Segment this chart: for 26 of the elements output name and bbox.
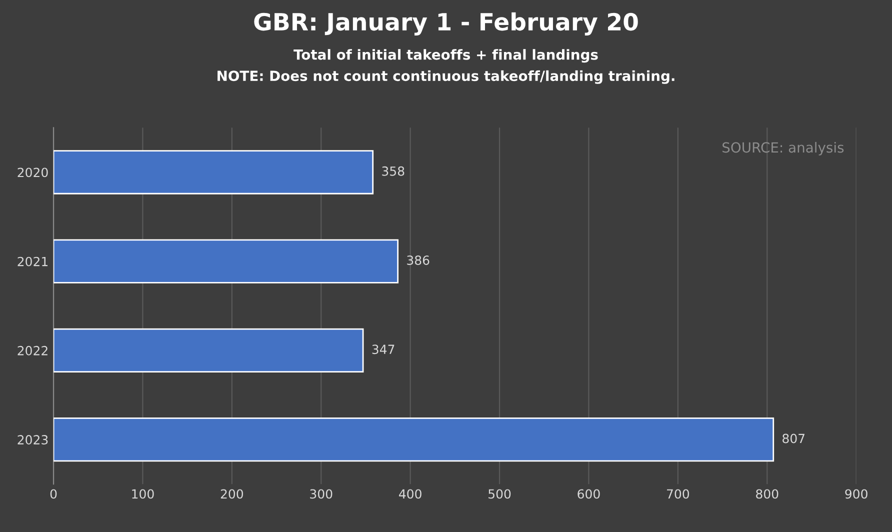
bar (54, 150, 374, 194)
x-tick-label: 100 (132, 489, 154, 499)
chart-subtitle: Total of initial takeoffs + final landings (294, 49, 598, 63)
x-tick-label: 0 (50, 489, 57, 499)
x-tick-label: 600 (578, 489, 600, 499)
bar (54, 239, 399, 284)
data-label: 347 (372, 344, 394, 354)
x-tick-label: 400 (399, 489, 422, 499)
y-tick-label: 2023 (18, 435, 48, 444)
data-label: 807 (782, 434, 804, 444)
x-tick-label: 900 (845, 489, 868, 499)
bar (54, 328, 364, 373)
data-label: 386 (407, 256, 430, 265)
y-tick-label: 2022 (18, 346, 48, 356)
text: NOTE: Does not count continuous takeoff/landing training. (218, 70, 674, 84)
data-label: 358 (382, 166, 404, 176)
y-tick-label: 2020 (18, 168, 48, 178)
y-tick-label: 2021 (18, 256, 48, 266)
x-tick-label: 300 (310, 489, 332, 499)
bar (54, 417, 774, 462)
x-tick-label: 700 (667, 489, 690, 499)
x-tick-label: 800 (756, 489, 778, 499)
x-tick-label: 500 (488, 489, 511, 499)
annotation: SOURCE: analysis (722, 142, 844, 156)
x-tick-label: 200 (220, 489, 244, 499)
chart-title: GBR: January 1 - February 20 (254, 12, 638, 36)
